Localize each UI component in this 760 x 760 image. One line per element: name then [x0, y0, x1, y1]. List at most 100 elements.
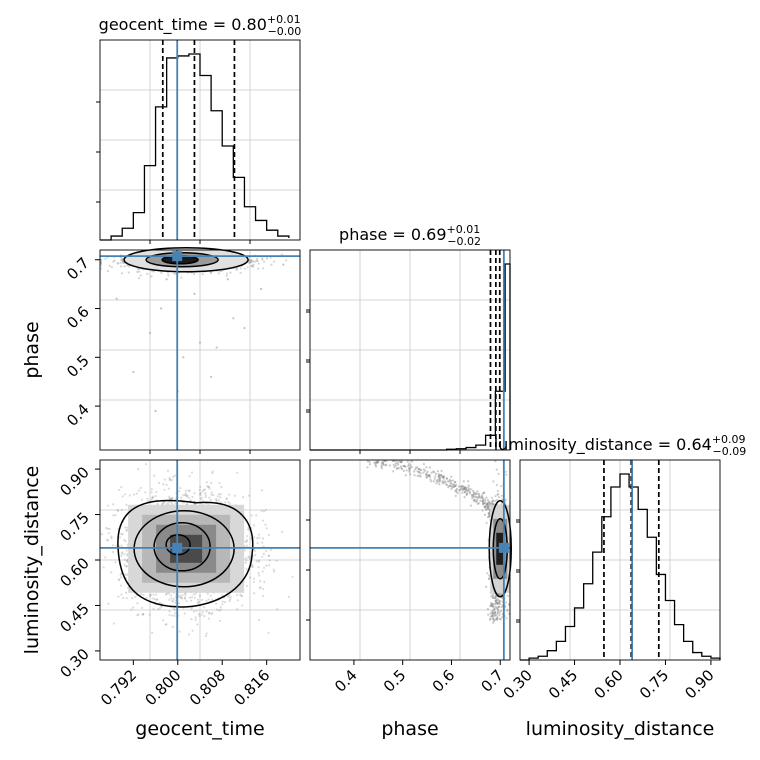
sample-point — [504, 470, 507, 473]
sample-point — [494, 610, 497, 613]
sample-point — [225, 497, 228, 501]
sample-point — [119, 261, 122, 264]
sample-point — [483, 505, 486, 508]
sample-point — [203, 615, 206, 618]
sample-point — [410, 460, 414, 463]
sample-point — [436, 479, 439, 482]
sample-point — [498, 603, 501, 606]
sample-point — [494, 605, 497, 608]
sample-point — [150, 488, 153, 491]
sample-point — [111, 544, 115, 547]
sample-point — [491, 611, 495, 614]
sample-point — [255, 514, 258, 517]
sample-point — [179, 486, 182, 490]
sample-point — [454, 484, 457, 488]
sample-point — [117, 578, 120, 581]
sample-point — [483, 502, 486, 505]
sample-point — [472, 495, 475, 498]
sample-point — [153, 598, 156, 601]
sample-point — [265, 564, 268, 567]
sample-point — [269, 256, 272, 259]
sample-point — [403, 464, 406, 468]
sample-point — [381, 461, 384, 464]
sample-point — [209, 271, 213, 274]
sample-point — [104, 556, 107, 559]
sample-point — [483, 513, 487, 516]
sample-point — [150, 491, 153, 494]
sample-point — [486, 498, 490, 502]
sample-point — [211, 471, 214, 475]
sample-point — [149, 593, 152, 597]
sample-point — [154, 409, 157, 413]
sample-point — [250, 260, 253, 264]
sample-point — [491, 499, 494, 503]
sample-point — [481, 492, 484, 495]
sample-point — [170, 497, 173, 500]
sample-point — [414, 466, 418, 469]
sample-point — [249, 576, 252, 579]
sample-point — [253, 536, 256, 539]
sample-point — [437, 478, 440, 481]
sample-point — [207, 612, 210, 615]
sample-point — [446, 480, 449, 483]
sample-point — [469, 504, 473, 507]
sample-point — [151, 631, 154, 634]
sample-point — [112, 550, 115, 554]
sample-point — [418, 470, 421, 474]
sample-point — [410, 466, 413, 469]
sample-point — [228, 502, 231, 505]
sample-point — [287, 595, 290, 598]
sample-point — [425, 466, 428, 469]
sample-point — [116, 508, 119, 511]
sample-point — [132, 493, 136, 496]
sample-point — [170, 502, 173, 505]
sample-point — [206, 592, 209, 595]
sample-point — [251, 563, 254, 567]
sample-point — [267, 631, 270, 635]
sample-point — [153, 474, 156, 477]
sample-point — [128, 265, 131, 268]
sample-point — [262, 267, 265, 270]
sample-point — [152, 607, 155, 611]
sample-point — [195, 609, 198, 612]
sample-point — [241, 496, 245, 499]
sample-point — [117, 595, 120, 598]
sample-point — [495, 617, 499, 620]
sample-point — [260, 509, 263, 512]
sample-point — [199, 485, 202, 489]
sample-point — [491, 596, 495, 599]
sample-point — [493, 607, 496, 610]
sample-point — [454, 483, 458, 486]
sample-point — [191, 596, 194, 599]
sample-point — [205, 599, 208, 602]
sample-point — [121, 258, 124, 261]
sample-point — [496, 611, 500, 614]
sample-point — [492, 499, 495, 502]
sample-point — [393, 459, 396, 463]
sample-point — [475, 496, 478, 499]
sample-point — [475, 492, 478, 495]
sample-point — [120, 486, 123, 489]
sample-point — [145, 596, 148, 600]
sample-point — [486, 516, 490, 519]
sample-point — [473, 491, 476, 494]
sample-point — [119, 573, 122, 576]
sample-point — [468, 490, 472, 494]
sample-point — [189, 499, 192, 502]
sample-point — [247, 555, 250, 558]
sample-point — [377, 460, 380, 463]
sample-point — [494, 599, 498, 602]
sample-point — [150, 275, 153, 278]
sample-point — [472, 494, 475, 498]
sample-point — [252, 263, 255, 266]
sample-point — [122, 596, 125, 600]
sample-point — [481, 500, 484, 503]
sample-point — [486, 503, 489, 506]
sample-point — [257, 267, 260, 270]
sample-point — [172, 475, 175, 478]
sample-point — [497, 605, 500, 608]
sample-point — [148, 594, 151, 598]
sample-point — [254, 553, 257, 556]
sample-point — [460, 485, 464, 488]
sample-point — [432, 480, 435, 483]
